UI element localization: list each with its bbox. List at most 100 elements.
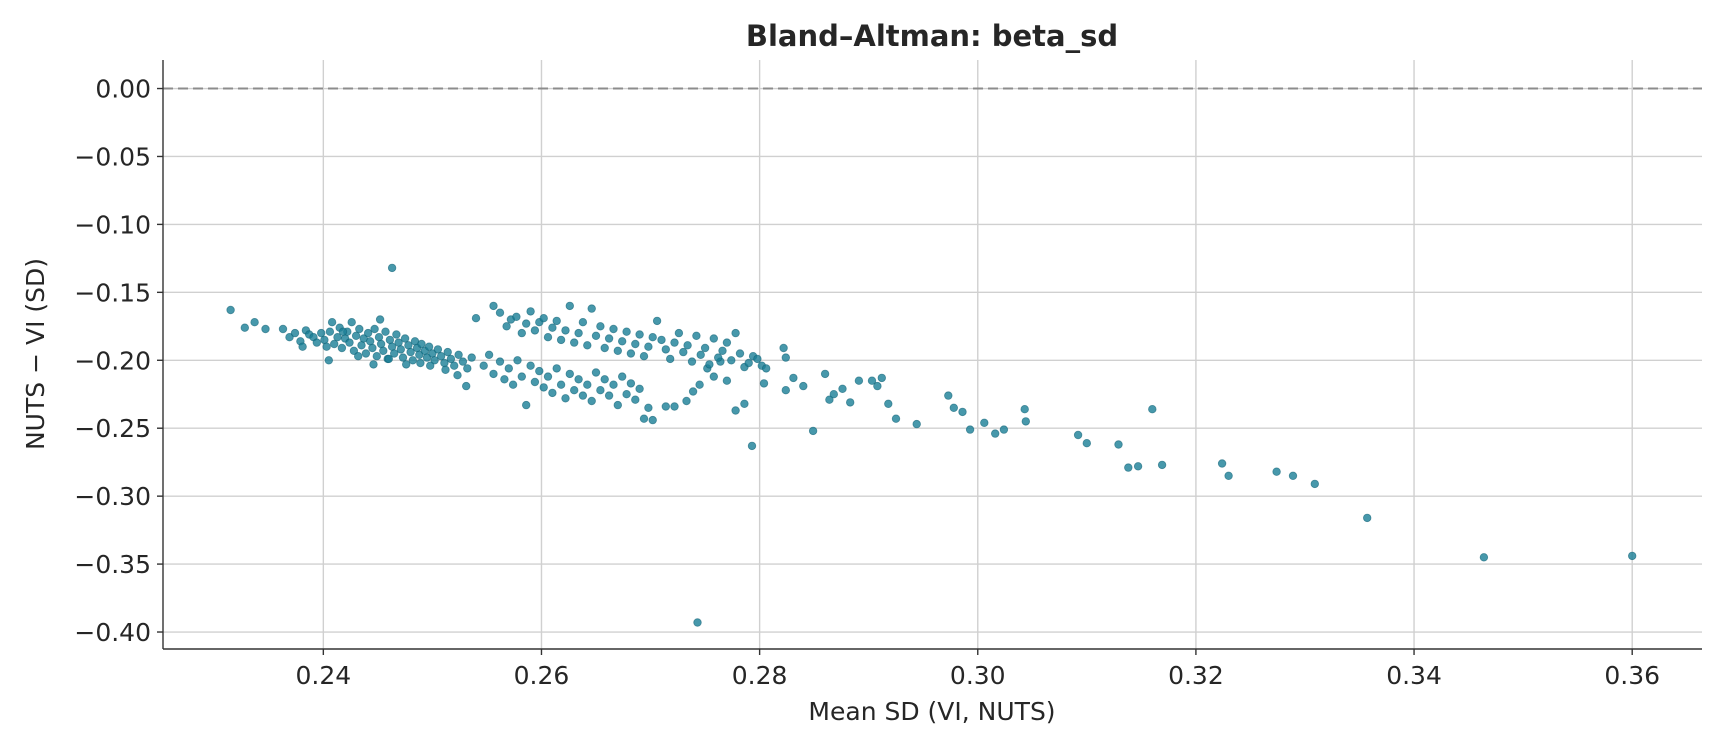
scatter-point bbox=[622, 327, 631, 336]
scatter-point bbox=[530, 326, 540, 335]
scatter-point bbox=[1627, 551, 1637, 561]
scatter-point bbox=[349, 346, 359, 355]
scatter-point bbox=[338, 327, 348, 336]
scatter-point bbox=[781, 386, 790, 395]
scatter-point bbox=[561, 394, 570, 403]
scatter-point bbox=[789, 373, 798, 383]
scatter-point bbox=[1217, 459, 1227, 468]
scatter-point bbox=[661, 345, 670, 354]
scatter-point bbox=[1310, 479, 1319, 489]
scatter-point bbox=[354, 352, 363, 361]
scatter-point bbox=[556, 335, 566, 345]
x-ticks: 0.24 0.26 0.28 0.30 0.32 0.34 0.36 bbox=[295, 649, 1660, 690]
scatter-point bbox=[679, 347, 688, 357]
scatter-point bbox=[714, 353, 723, 362]
scatter-point bbox=[591, 331, 601, 340]
scatter-point bbox=[958, 407, 967, 417]
scatter-point bbox=[363, 328, 373, 338]
scatter-point bbox=[877, 373, 886, 383]
y-tick-label: −0.30 bbox=[74, 482, 151, 511]
scatter-point bbox=[522, 400, 531, 410]
scatter-point bbox=[759, 379, 769, 388]
scatter-point bbox=[854, 376, 864, 385]
scatter-point bbox=[613, 400, 622, 410]
scatter-point bbox=[570, 338, 579, 347]
scatter-point bbox=[471, 314, 481, 323]
scatter-point bbox=[392, 330, 401, 339]
scatter-point bbox=[565, 301, 574, 311]
scatter-point bbox=[512, 312, 521, 321]
scatter-point bbox=[446, 354, 456, 364]
scatter-point bbox=[530, 377, 540, 387]
scatter-point bbox=[345, 338, 354, 347]
scatter-point bbox=[484, 350, 494, 359]
scatter-point bbox=[548, 323, 557, 332]
scatter-point bbox=[635, 384, 644, 393]
scatter-point bbox=[846, 398, 855, 407]
scatter-point bbox=[324, 356, 333, 365]
scatter-point bbox=[600, 343, 609, 353]
scatter-point bbox=[500, 375, 509, 384]
scatter-point bbox=[618, 337, 627, 346]
scatter-point bbox=[718, 346, 727, 355]
scatter-point bbox=[838, 384, 847, 393]
scatter-point bbox=[402, 360, 411, 369]
y-tick-label: −0.25 bbox=[74, 414, 151, 443]
scatter-point bbox=[631, 395, 640, 404]
x-tick-label: 0.24 bbox=[295, 661, 351, 690]
axes bbox=[162, 60, 1702, 650]
scatter-point bbox=[1272, 467, 1281, 476]
y-tick-label: 0.00 bbox=[95, 75, 151, 104]
scatter-point bbox=[670, 338, 679, 347]
scatter-point bbox=[552, 316, 561, 326]
y-axis-label: NUTS − VI (SD) bbox=[21, 258, 50, 450]
scatter-point bbox=[762, 364, 771, 373]
scatter-point bbox=[298, 342, 307, 351]
y-tick-label: −0.15 bbox=[74, 278, 151, 307]
scatter-point bbox=[458, 357, 468, 366]
x-tick-label: 0.26 bbox=[514, 661, 570, 690]
scatter-point bbox=[400, 334, 410, 343]
scatter-point bbox=[443, 347, 452, 357]
scatter-point bbox=[379, 346, 388, 355]
scatter-point bbox=[731, 328, 740, 338]
scatter-point bbox=[781, 353, 790, 362]
scatter-point bbox=[433, 345, 443, 354]
scatter-point bbox=[327, 318, 337, 327]
scatter-point bbox=[489, 301, 498, 311]
scatter-point bbox=[626, 379, 636, 388]
scatter-point bbox=[722, 338, 732, 347]
scatter-point bbox=[1114, 440, 1123, 449]
scatter-point bbox=[692, 331, 701, 340]
scatter-point bbox=[565, 369, 574, 379]
scatter-point bbox=[522, 319, 531, 328]
scatter-point bbox=[556, 380, 566, 389]
scatter-point bbox=[539, 383, 548, 392]
scatter-point bbox=[543, 333, 553, 342]
scatter-point bbox=[618, 372, 627, 381]
scatter-point bbox=[639, 352, 649, 361]
scatter-point bbox=[670, 402, 679, 411]
scatter-point bbox=[753, 354, 762, 364]
scatter-point bbox=[290, 328, 300, 338]
scatter-point bbox=[609, 324, 618, 334]
scatter-point bbox=[583, 380, 592, 389]
scatter-point bbox=[740, 399, 749, 408]
scatter-point bbox=[591, 368, 601, 377]
scatter-point bbox=[1362, 513, 1372, 523]
scatter-point bbox=[278, 324, 288, 334]
scatter-point bbox=[330, 339, 339, 349]
scatter-point bbox=[526, 307, 535, 316]
scatter-point bbox=[820, 369, 830, 379]
scatter-point bbox=[240, 323, 249, 332]
scatter-point bbox=[250, 318, 259, 327]
scatter-point bbox=[454, 350, 463, 359]
scatter-point bbox=[416, 358, 425, 368]
scatter-point bbox=[535, 366, 544, 376]
scatter-point bbox=[285, 333, 294, 342]
scatter-point bbox=[495, 357, 505, 366]
x-tick-label: 0.32 bbox=[1168, 661, 1224, 690]
scatter-point bbox=[587, 396, 596, 406]
scatter-point bbox=[368, 343, 377, 353]
scatter-point bbox=[731, 406, 740, 415]
